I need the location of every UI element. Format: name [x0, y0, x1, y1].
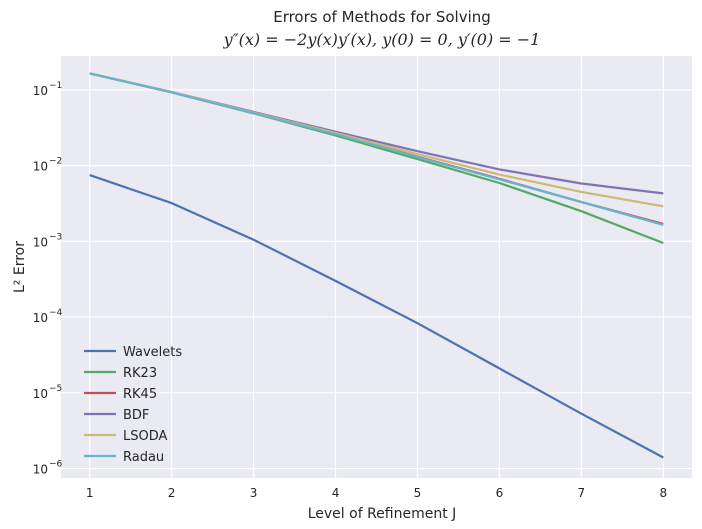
legend: Wavelets RK23 RK45 BDF LSODA Radau	[84, 345, 182, 465]
y-tick-exponent: −3	[49, 232, 62, 242]
y-axis-ticks: 10−110−210−310−410−510−6	[33, 81, 63, 477]
y-tick-label: 10	[33, 463, 48, 477]
x-tick-label: 8	[659, 486, 667, 500]
y-tick-label: 10	[33, 311, 48, 325]
y-tick-label: 10	[33, 387, 48, 401]
chart-subtitle: y″(x) = −2y(x)y′(x), y(0) = 0, y′(0) = −…	[223, 30, 541, 49]
y-tick-exponent: −1	[49, 81, 62, 91]
x-tick-label: 7	[578, 486, 586, 500]
y-tick-label: 10	[33, 84, 48, 98]
x-axis-label: Level of Refinement J	[308, 506, 457, 522]
legend-label: Wavelets	[123, 345, 182, 360]
grid	[61, 56, 692, 478]
y-tick-exponent: −6	[49, 460, 63, 470]
x-tick-label: 4	[332, 486, 340, 500]
series-line-wavelets	[89, 174, 664, 459]
y-tick-label: 10	[33, 160, 48, 174]
legend-label: RK23	[123, 366, 157, 381]
legend-label: BDF	[123, 408, 149, 423]
y-tick-exponent: −2	[49, 157, 62, 167]
plot-background	[61, 56, 692, 478]
legend-items: Wavelets RK23 RK45 BDF LSODA Radau	[84, 345, 182, 465]
x-tick-label: 2	[168, 486, 176, 500]
x-tick-label: 5	[414, 486, 422, 500]
series-line-radau	[89, 72, 664, 226]
x-tick-label: 3	[250, 486, 258, 500]
chart-title: Errors of Methods for Solving	[273, 8, 491, 26]
x-tick-label: 1	[86, 486, 94, 500]
x-tick-label: 6	[496, 486, 504, 500]
y-tick-label: 10	[33, 235, 48, 249]
series-layer	[89, 72, 664, 459]
y-tick-exponent: −4	[49, 308, 63, 318]
legend-label: LSODA	[123, 429, 168, 444]
legend-label: RK45	[123, 387, 157, 402]
x-axis-ticks: 1 2 3 4 5 6 7 8	[86, 486, 667, 500]
y-axis-label: L² Error	[12, 241, 28, 293]
legend-label: Radau	[123, 450, 164, 465]
y-tick-exponent: −5	[49, 384, 62, 394]
